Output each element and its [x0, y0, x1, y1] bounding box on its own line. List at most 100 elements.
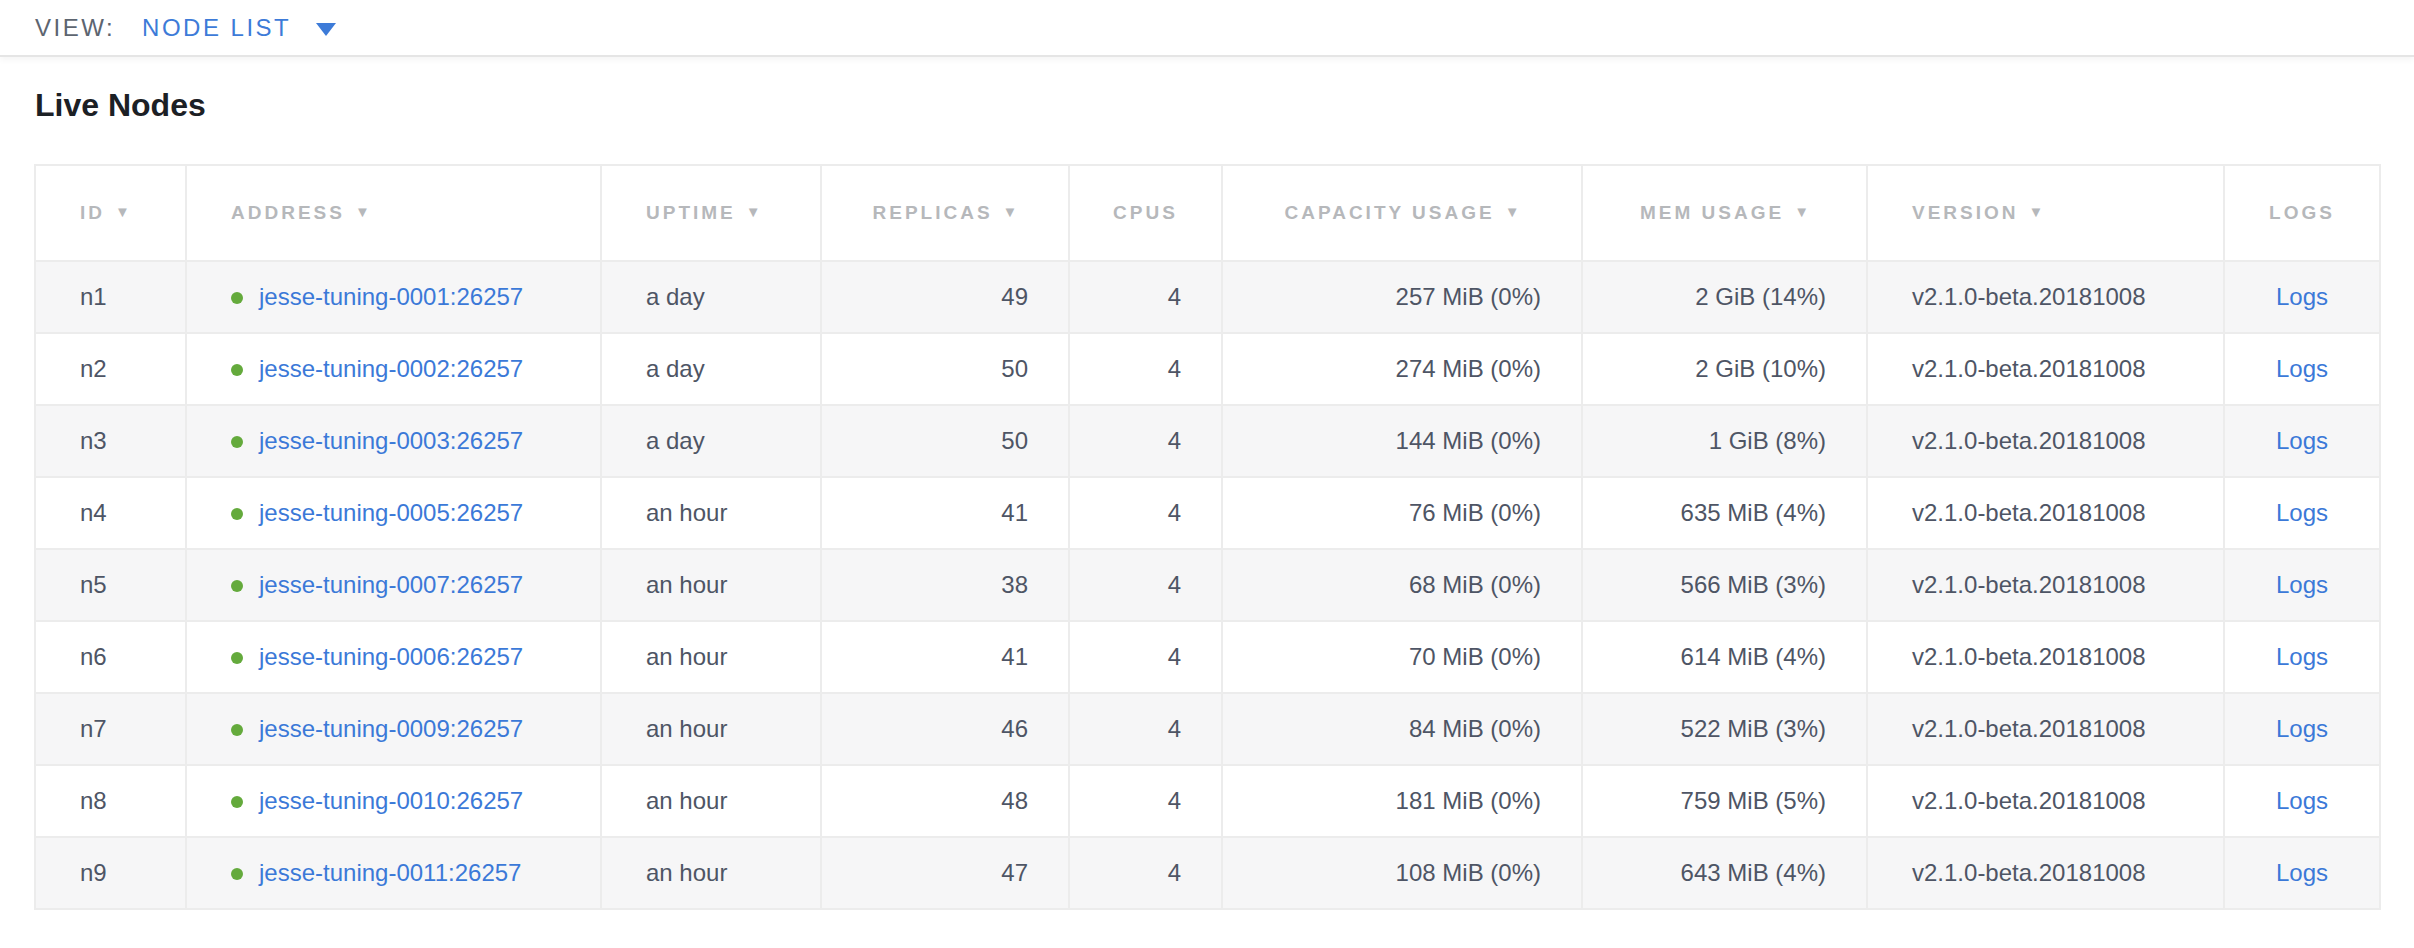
cell-logs: Logs — [2224, 837, 2380, 909]
node-logs-link[interactable]: Logs — [2276, 499, 2328, 526]
sort-arrow-icon: ▼ — [1505, 203, 1520, 220]
cell-cpus: 4 — [1069, 765, 1222, 837]
column-header-address[interactable]: ADDRESS▼ — [186, 165, 601, 261]
column-header-label: MEM USAGE — [1640, 202, 1784, 223]
node-logs-link[interactable]: Logs — [2276, 715, 2328, 742]
cell-mem: 2 GiB (10%) — [1582, 333, 1867, 405]
node-live-status-icon — [231, 292, 243, 304]
cell-version: v2.1.0-beta.20181008 — [1867, 261, 2224, 333]
column-header-label: CAPACITY USAGE — [1284, 202, 1494, 223]
cell-address: jesse-tuning-0011:26257 — [186, 837, 601, 909]
node-address-link[interactable]: jesse-tuning-0005:26257 — [259, 499, 523, 526]
cell-capacity: 181 MiB (0%) — [1222, 765, 1582, 837]
cell-address: jesse-tuning-0009:26257 — [186, 693, 601, 765]
node-live-status-icon — [231, 364, 243, 376]
node-row-n1: n1jesse-tuning-0001:26257a day494257 MiB… — [35, 261, 2380, 333]
node-address-link[interactable]: jesse-tuning-0003:26257 — [259, 427, 523, 454]
node-logs-link[interactable]: Logs — [2276, 571, 2328, 598]
cell-version: v2.1.0-beta.20181008 — [1867, 477, 2224, 549]
cell-mem: 2 GiB (14%) — [1582, 261, 1867, 333]
view-selector-bar: VIEW: NODE LIST — [0, 0, 2414, 57]
column-header-cpus: CPUS — [1069, 165, 1222, 261]
node-live-status-icon — [231, 868, 243, 880]
cell-mem: 522 MiB (3%) — [1582, 693, 1867, 765]
cell-uptime: a day — [601, 333, 821, 405]
node-logs-link[interactable]: Logs — [2276, 859, 2328, 886]
cell-logs: Logs — [2224, 477, 2380, 549]
cell-logs: Logs — [2224, 765, 2380, 837]
cell-id: n9 — [35, 837, 186, 909]
cell-uptime: a day — [601, 405, 821, 477]
node-logs-link[interactable]: Logs — [2276, 643, 2328, 670]
node-logs-link[interactable]: Logs — [2276, 283, 2328, 310]
column-header-version[interactable]: VERSION▼ — [1867, 165, 2224, 261]
cell-address: jesse-tuning-0001:26257 — [186, 261, 601, 333]
column-header-logs: LOGS — [2224, 165, 2380, 261]
node-address-link[interactable]: jesse-tuning-0002:26257 — [259, 355, 523, 382]
node-live-status-icon — [231, 724, 243, 736]
sort-arrow-icon: ▼ — [1794, 203, 1809, 220]
view-dropdown-value[interactable]: NODE LIST — [142, 14, 291, 42]
node-address-link[interactable]: jesse-tuning-0011:26257 — [259, 859, 521, 886]
cell-id: n5 — [35, 549, 186, 621]
node-row-n4: n4jesse-tuning-0005:26257an hour41476 Mi… — [35, 477, 2380, 549]
cell-logs: Logs — [2224, 333, 2380, 405]
cell-uptime: an hour — [601, 765, 821, 837]
cell-replicas: 41 — [821, 621, 1069, 693]
live-nodes-table: ID ▼ ADDRESS▼UPTIME▼REPLICAS▼ CPUS CAPACITY … — [34, 164, 2381, 910]
sort-arrow-icon: ▼ — [2029, 203, 2044, 220]
cell-id: n6 — [35, 621, 186, 693]
cell-version: v2.1.0-beta.20181008 — [1867, 621, 2224, 693]
view-dropdown[interactable]: NODE LIST — [142, 14, 336, 42]
node-live-status-icon — [231, 796, 243, 808]
page-title: Live Nodes — [35, 86, 2414, 124]
cell-mem: 643 MiB (4%) — [1582, 837, 1867, 909]
cell-logs: Logs — [2224, 693, 2380, 765]
cell-capacity: 257 MiB (0%) — [1222, 261, 1582, 333]
cell-address: jesse-tuning-0006:26257 — [186, 621, 601, 693]
column-header-label: ID — [80, 202, 105, 223]
cell-replicas: 50 — [821, 333, 1069, 405]
cell-cpus: 4 — [1069, 621, 1222, 693]
node-row-n7: n7jesse-tuning-0009:26257an hour46484 Mi… — [35, 693, 2380, 765]
cell-cpus: 4 — [1069, 405, 1222, 477]
cell-cpus: 4 — [1069, 549, 1222, 621]
node-logs-link[interactable]: Logs — [2276, 355, 2328, 382]
cell-cpus: 4 — [1069, 477, 1222, 549]
node-row-n6: n6jesse-tuning-0006:26257an hour41470 Mi… — [35, 621, 2380, 693]
cell-address: jesse-tuning-0005:26257 — [186, 477, 601, 549]
cell-logs: Logs — [2224, 549, 2380, 621]
cell-id: n3 — [35, 405, 186, 477]
cell-id: n7 — [35, 693, 186, 765]
cell-mem: 1 GiB (8%) — [1582, 405, 1867, 477]
cell-id: n4 — [35, 477, 186, 549]
node-row-n5: n5jesse-tuning-0007:26257an hour38468 Mi… — [35, 549, 2380, 621]
node-address-link[interactable]: jesse-tuning-0007:26257 — [259, 571, 523, 598]
column-header-id[interactable]: ID ▼ — [35, 165, 186, 261]
cell-cpus: 4 — [1069, 693, 1222, 765]
column-header-replicas[interactable]: REPLICAS▼ — [821, 165, 1069, 261]
sort-arrow-icon: ▼ — [115, 203, 130, 220]
node-row-n9: n9jesse-tuning-0011:26257an hour474108 M… — [35, 837, 2380, 909]
cell-replicas: 48 — [821, 765, 1069, 837]
node-address-link[interactable]: jesse-tuning-0010:26257 — [259, 787, 523, 814]
node-address-link[interactable]: jesse-tuning-0006:26257 — [259, 643, 523, 670]
cell-logs: Logs — [2224, 261, 2380, 333]
node-address-link[interactable]: jesse-tuning-0009:26257 — [259, 715, 523, 742]
column-header-capacity[interactable]: CAPACITY USAGE ▼ — [1222, 165, 1582, 261]
node-logs-link[interactable]: Logs — [2276, 427, 2328, 454]
sort-arrow-icon: ▼ — [746, 203, 761, 220]
column-header-label: CPUS — [1113, 202, 1178, 223]
node-row-n2: n2jesse-tuning-0002:26257a day504274 MiB… — [35, 333, 2380, 405]
cell-capacity: 68 MiB (0%) — [1222, 549, 1582, 621]
cell-replicas: 49 — [821, 261, 1069, 333]
column-header-mem[interactable]: MEM USAGE ▼ — [1582, 165, 1867, 261]
node-live-status-icon — [231, 652, 243, 664]
node-logs-link[interactable]: Logs — [2276, 787, 2328, 814]
cell-version: v2.1.0-beta.20181008 — [1867, 549, 2224, 621]
column-header-uptime[interactable]: UPTIME▼ — [601, 165, 821, 261]
node-row-n8: n8jesse-tuning-0010:26257an hour484181 M… — [35, 765, 2380, 837]
cell-replicas: 50 — [821, 405, 1069, 477]
node-address-link[interactable]: jesse-tuning-0001:26257 — [259, 283, 523, 310]
caret-down-icon — [316, 23, 336, 36]
